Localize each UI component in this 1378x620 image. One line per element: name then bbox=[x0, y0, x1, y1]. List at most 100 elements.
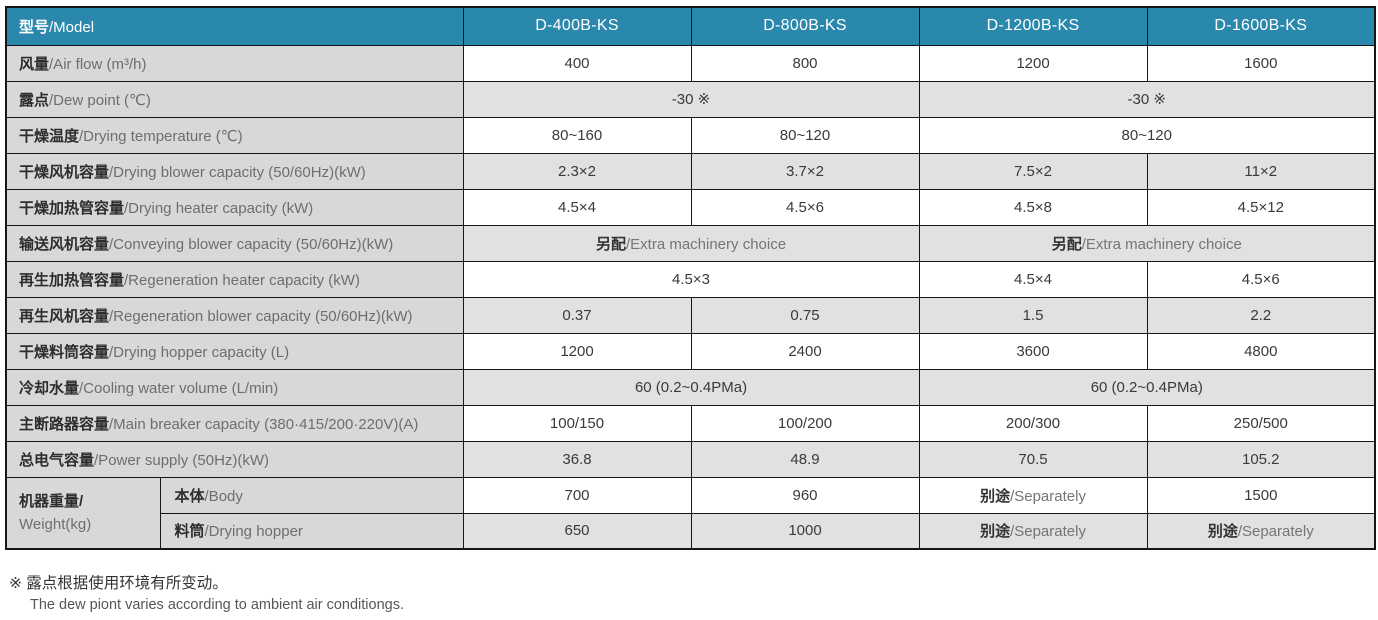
row-label: 干燥加热管容量/Drying heater capacity (kW) bbox=[5, 188, 464, 226]
spec-cell: 80~160 bbox=[462, 116, 692, 154]
spec-cell: 60 (0.2~0.4PMa) bbox=[462, 368, 920, 406]
spec-cell: 3600 bbox=[918, 332, 1148, 370]
spec-cell: 2400 bbox=[690, 332, 920, 370]
spec-table-body: 风量/Air flow (m³/h) 400 800 1200 1600 露点/Dew p… bbox=[5, 44, 1376, 550]
spec-cell: 0.37 bbox=[462, 296, 692, 334]
footnote-line-zh: ※ 露点根据使用环境有所变动。 bbox=[9, 575, 228, 592]
text-zh: 主断路器容量 bbox=[19, 415, 110, 433]
spec-row: 主断路器容量/Main breaker capacity (380·415/20… bbox=[5, 404, 1376, 442]
spec-cell: 另配/Extra machinery choice bbox=[462, 224, 920, 262]
text-en: /Extra machinery choice bbox=[1081, 235, 1242, 253]
spec-cell: 1200 bbox=[918, 44, 1148, 82]
spec-cell: 80~120 bbox=[918, 116, 1376, 154]
spec-cell: 4.5×4 bbox=[918, 260, 1148, 298]
spec-cell: 别途/Separately bbox=[918, 476, 1148, 514]
row-label: 再生加热管容量/Regeneration heater capacity (kW… bbox=[5, 260, 464, 298]
spec-cell: 4.5×6 bbox=[690, 188, 920, 226]
model-header: D-1600B-KS bbox=[1146, 6, 1376, 46]
row-label: 干燥料筒容量/Drying hopper capacity (L) bbox=[5, 332, 464, 370]
spec-row: 干燥风机容量/Drying blower capacity (50/60Hz)(… bbox=[5, 152, 1376, 190]
text-zh: 干燥温度 bbox=[19, 127, 80, 145]
spec-cell: 48.9 bbox=[690, 440, 920, 478]
spec-cell: 另配/Extra machinery choice bbox=[918, 224, 1376, 262]
weight-sub-label: 料筒/Drying hopper bbox=[159, 512, 464, 550]
row-label: 冷却水量/Cooling water volume (L/min) bbox=[5, 368, 464, 406]
spec-cell: 2.2 bbox=[1146, 296, 1376, 334]
text-zh: 料筒 bbox=[174, 523, 205, 541]
text-en: /Drying hopper capacity (L) bbox=[109, 343, 290, 361]
spec-cell: 1000 bbox=[690, 512, 920, 550]
spec-cell: 1500 bbox=[1146, 476, 1376, 514]
text-en: /Drying hopper bbox=[204, 523, 303, 541]
spec-row: 机器重量/Weight(kg) 本体/Body 700 960 别途/Separatel… bbox=[5, 476, 1376, 550]
spec-row: 干燥温度/Drying temperature (℃) 80~160 80~120 8… bbox=[5, 116, 1376, 154]
row-label: 露点/Dew point (℃) bbox=[5, 80, 464, 118]
spec-cell: 700 bbox=[462, 476, 692, 514]
spec-cell: 4.5×3 bbox=[462, 260, 920, 298]
text-zh: 机器重量/ bbox=[19, 492, 84, 510]
spec-table: 型号/Model D-400B-KS D-800B-KS D-1200B-KS D-1… bbox=[5, 6, 1377, 550]
model-header: D-1200B-KS bbox=[918, 6, 1148, 46]
model-header: D-800B-KS bbox=[690, 6, 920, 46]
weight-sub-label: 本体/Body bbox=[159, 476, 464, 514]
spec-cell: 650 bbox=[462, 512, 692, 550]
text-en: /Conveying blower capacity (50/60Hz)(kW) bbox=[109, 235, 394, 253]
spec-cell: 4.5×8 bbox=[918, 188, 1148, 226]
text-zh: 别途 bbox=[980, 487, 1011, 505]
spec-cell: 105.2 bbox=[1146, 440, 1376, 478]
row-label: 风量/Air flow (m³/h) bbox=[5, 44, 464, 82]
spec-row: 风量/Air flow (m³/h) 400 800 1200 1600 bbox=[5, 44, 1376, 82]
spec-cell: 80~120 bbox=[690, 116, 920, 154]
spec-row: 冷却水量/Cooling water volume (L/min) 60 (0.2… bbox=[5, 368, 1376, 406]
text-en: /Extra machinery choice bbox=[625, 235, 787, 253]
text-en: /Separately bbox=[1237, 523, 1314, 541]
header-label-zh: 型号 bbox=[19, 18, 50, 36]
spec-cell: -30 ※ bbox=[918, 80, 1376, 118]
text-en: /Drying heater capacity (kW) bbox=[124, 199, 314, 217]
spec-cell: 4800 bbox=[1146, 332, 1376, 370]
spec-cell: 36.8 bbox=[462, 440, 692, 478]
footnote: ※ 露点根据使用环境有所变动。 The dew piont varies acc… bbox=[9, 574, 404, 615]
spec-cell: 4.5×6 bbox=[1146, 260, 1376, 298]
spec-cell: 11×2 bbox=[1146, 152, 1376, 190]
text-zh: 干燥加热管容量 bbox=[19, 199, 125, 217]
spec-cell: 800 bbox=[690, 44, 920, 82]
row-label: 总电气容量/Power supply (50Hz)(kW) bbox=[5, 440, 464, 478]
spec-cell: 7.5×2 bbox=[918, 152, 1148, 190]
spec-row: 再生风机容量/Regeneration blower capacity (50/… bbox=[5, 296, 1376, 334]
spec-row: 输送风机容量/Conveying blower capacity (50/60H… bbox=[5, 224, 1376, 262]
text-zh: 别途 bbox=[980, 523, 1011, 541]
spec-cell: 200/300 bbox=[918, 404, 1148, 442]
text-en: /Main breaker capacity (380·415/200·220V… bbox=[109, 415, 419, 433]
spec-row: 干燥加热管容量/Drying heater capacity (kW) 4.5×4… bbox=[5, 188, 1376, 226]
text-en: Weight(kg) bbox=[19, 515, 92, 533]
row-label: 干燥温度/Drying temperature (℃) bbox=[5, 116, 464, 154]
spec-cell: 2.3×2 bbox=[462, 152, 692, 190]
spec-cell: 4.5×4 bbox=[462, 188, 692, 226]
text-en: /Air flow (m³/h) bbox=[49, 55, 147, 73]
row-label: 再生风机容量/Regeneration blower capacity (50/… bbox=[5, 296, 464, 334]
text-zh: 露点 bbox=[19, 91, 50, 109]
text-zh: 冷却水量 bbox=[19, 379, 80, 397]
text-en: /Drying temperature (℃) bbox=[79, 127, 243, 145]
spec-row: 总电气容量/Power supply (50Hz)(kW) 36.8 48.9 70.… bbox=[5, 440, 1376, 478]
spec-cell: 100/150 bbox=[462, 404, 692, 442]
spec-cell: 100/200 bbox=[690, 404, 920, 442]
text-zh: 总电气容量 bbox=[19, 451, 95, 469]
header-row: 型号/Model D-400B-KS D-800B-KS D-1200B-KS D-1… bbox=[5, 6, 1376, 46]
text-zh: 风量 bbox=[19, 55, 50, 73]
spec-cell: 3.7×2 bbox=[690, 152, 920, 190]
row-label: 主断路器容量/Main breaker capacity (380·415/20… bbox=[5, 404, 464, 442]
spec-cell: 60 (0.2~0.4PMa) bbox=[918, 368, 1376, 406]
spec-cell: -30 ※ bbox=[462, 80, 920, 118]
text-zh: 干燥风机容量 bbox=[19, 163, 110, 181]
footnote-line-en: The dew piont varies according to ambien… bbox=[30, 596, 404, 613]
text-en: /Power supply (50Hz)(kW) bbox=[94, 451, 270, 469]
spec-cell: 1600 bbox=[1146, 44, 1376, 82]
text-en: /Regeneration heater capacity (kW) bbox=[124, 271, 360, 289]
header-label-en: /Model bbox=[49, 18, 95, 36]
spec-row: 干燥料筒容量/Drying hopper capacity (L) 1200 240… bbox=[5, 332, 1376, 370]
text-zh: 干燥料筒容量 bbox=[19, 343, 110, 361]
text-zh: 再生加热管容量 bbox=[19, 271, 125, 289]
